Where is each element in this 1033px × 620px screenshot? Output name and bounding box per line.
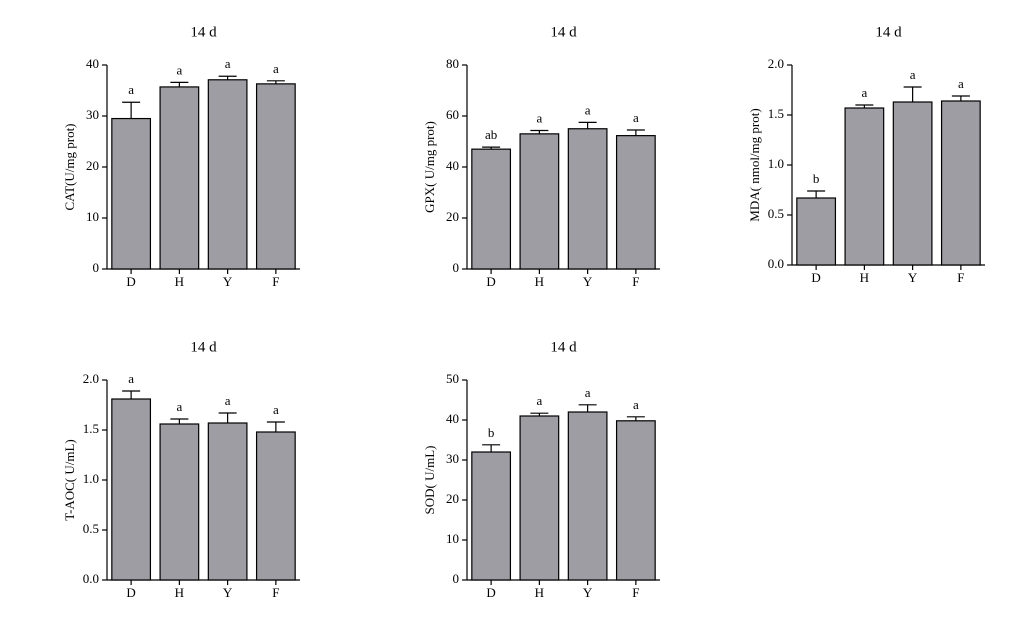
bar (615, 135, 656, 270)
bar (519, 133, 560, 270)
y-tick-label: 30 (446, 451, 459, 466)
x-tick-label: Y (223, 274, 233, 289)
significance-label: a (958, 76, 964, 91)
y-axis-label: MDA( nmol/mg prot) (747, 108, 762, 221)
significance-label: a (225, 56, 231, 71)
y-axis-label: SOD( U/mL) (422, 446, 437, 515)
significance-label: ab (485, 127, 497, 142)
y-tick-label: 50 (446, 371, 459, 386)
x-tick-label: H (535, 585, 544, 600)
y-tick-label: 10 (446, 531, 459, 546)
significance-label: a (861, 85, 867, 100)
bar (892, 101, 933, 266)
y-axis-label: T-AOC( U/mL) (62, 439, 77, 521)
y-tick-label: 30 (86, 107, 99, 122)
x-tick-label: F (272, 585, 279, 600)
significance-label: a (225, 393, 231, 408)
x-tick-label: H (860, 270, 869, 285)
x-tick-label: Y (223, 585, 233, 600)
bar (567, 411, 608, 581)
significance-label: a (176, 62, 182, 77)
x-tick-label: Y (908, 270, 918, 285)
x-tick-label: D (126, 274, 135, 289)
bar (471, 148, 512, 270)
x-tick-label: D (486, 274, 495, 289)
bar (207, 79, 248, 270)
significance-label: a (273, 402, 279, 417)
y-tick-label: 20 (86, 158, 99, 173)
bar (796, 197, 837, 266)
significance-label: b (813, 171, 820, 186)
y-tick-label: 40 (446, 411, 459, 426)
y-tick-label: 40 (446, 158, 459, 173)
significance-label: a (910, 67, 916, 82)
y-tick-label: 20 (446, 491, 459, 506)
bar (255, 431, 296, 581)
y-tick-label: 0.5 (83, 521, 99, 536)
bar (940, 100, 981, 266)
x-tick-label: Y (583, 274, 593, 289)
significance-label: a (633, 110, 639, 125)
significance-label: a (273, 61, 279, 76)
y-tick-label: 0 (93, 260, 100, 275)
chart-title: 14 d (550, 24, 577, 40)
bar (159, 86, 200, 270)
x-tick-label: D (486, 585, 495, 600)
bar (111, 117, 152, 270)
y-tick-label: 1.0 (83, 471, 99, 486)
x-tick-label: H (175, 585, 184, 600)
significance-label: a (633, 397, 639, 412)
significance-label: a (128, 82, 134, 97)
chart-title: 14 d (190, 24, 217, 40)
chart-title: 14 d (550, 339, 577, 355)
bar (159, 423, 200, 581)
bar (207, 422, 248, 581)
x-tick-label: D (811, 270, 820, 285)
bar (111, 398, 152, 581)
y-tick-label: 0 (453, 260, 460, 275)
bar (519, 415, 560, 581)
y-tick-label: 2.0 (83, 371, 99, 386)
bar (615, 420, 656, 581)
significance-label: a (585, 385, 591, 400)
y-tick-label: 1.5 (83, 421, 99, 436)
significance-label: a (585, 102, 591, 117)
chart-title: 14 d (875, 24, 902, 40)
significance-label: a (536, 111, 542, 126)
x-tick-label: H (535, 274, 544, 289)
y-axis-label: CAT(U/mg prot) (62, 123, 77, 210)
x-tick-label: F (632, 585, 639, 600)
significance-label: b (488, 425, 495, 440)
y-tick-label: 10 (86, 209, 99, 224)
y-tick-label: 0.0 (83, 571, 99, 586)
y-tick-label: 0.0 (768, 256, 784, 271)
significance-label: a (536, 393, 542, 408)
x-tick-label: D (126, 585, 135, 600)
x-tick-label: F (632, 274, 639, 289)
y-tick-label: 0.5 (768, 206, 784, 221)
chart-title: 14 d (190, 339, 217, 355)
significance-label: a (128, 371, 134, 386)
y-tick-label: 80 (446, 56, 459, 71)
x-tick-label: F (272, 274, 279, 289)
bar (255, 83, 296, 270)
y-axis-label: GPX( U/mg prot) (422, 121, 437, 213)
bar (844, 107, 885, 266)
y-tick-label: 40 (86, 56, 99, 71)
y-tick-label: 60 (446, 107, 459, 122)
bar (471, 451, 512, 581)
x-tick-label: F (957, 270, 964, 285)
y-tick-label: 20 (446, 209, 459, 224)
bar (567, 128, 608, 270)
y-tick-label: 0 (453, 571, 460, 586)
significance-label: a (176, 399, 182, 414)
x-tick-label: H (175, 274, 184, 289)
y-tick-label: 1.0 (768, 156, 784, 171)
y-tick-label: 2.0 (768, 56, 784, 71)
x-tick-label: Y (583, 585, 593, 600)
y-tick-label: 1.5 (768, 106, 784, 121)
